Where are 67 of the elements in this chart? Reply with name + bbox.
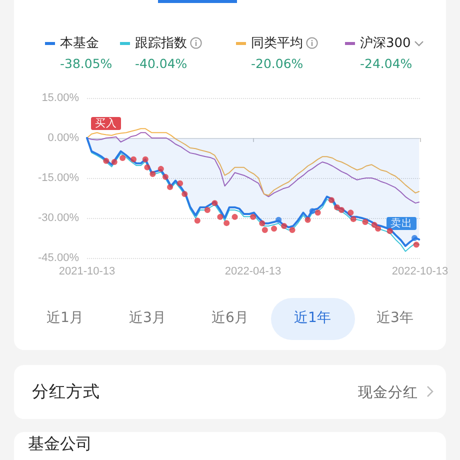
point bbox=[413, 242, 420, 248]
point bbox=[111, 159, 118, 165]
y-tick-label: -45.00% bbox=[38, 252, 80, 264]
annotation: 买入 bbox=[95, 116, 117, 130]
legend-label: 同类平均 bbox=[251, 36, 303, 51]
point bbox=[217, 214, 224, 220]
point bbox=[304, 216, 311, 223]
point bbox=[212, 200, 218, 206]
point bbox=[259, 220, 266, 226]
point bbox=[271, 226, 278, 232]
point bbox=[144, 164, 150, 170]
text: 基金公司 bbox=[28, 434, 92, 454]
text: -38.05% bbox=[60, 56, 112, 71]
point bbox=[120, 155, 126, 161]
point bbox=[314, 210, 321, 216]
point bbox=[338, 207, 345, 213]
point bbox=[281, 223, 288, 229]
point bbox=[412, 235, 418, 241]
point bbox=[142, 156, 148, 162]
y-tick-label: 15.00% bbox=[42, 92, 80, 104]
text: 近1月 bbox=[46, 309, 84, 327]
point bbox=[232, 214, 238, 220]
point bbox=[150, 171, 156, 177]
y-tick-label: -15.00% bbox=[38, 172, 80, 184]
y-tick-label: 0.00% bbox=[48, 132, 80, 144]
text: -20.06% bbox=[251, 56, 304, 71]
text: 近6月 bbox=[210, 309, 250, 327]
point bbox=[309, 208, 316, 214]
line-series bbox=[86, 128, 420, 196]
point bbox=[103, 158, 110, 164]
point bbox=[350, 216, 356, 222]
point bbox=[289, 227, 296, 233]
point bbox=[375, 226, 382, 232]
x-tick-label: 2021-10-13 bbox=[58, 266, 116, 278]
text: -24.04% bbox=[360, 56, 412, 71]
point bbox=[371, 222, 378, 228]
point bbox=[262, 227, 268, 233]
point bbox=[162, 174, 168, 180]
y-tick-label: -30.00% bbox=[38, 212, 80, 224]
point bbox=[250, 214, 256, 220]
point bbox=[158, 166, 164, 172]
x-tick-label: 2022-04-13 bbox=[224, 266, 282, 278]
point bbox=[362, 219, 368, 225]
point bbox=[328, 197, 335, 204]
point bbox=[204, 207, 210, 213]
text: 近3年 bbox=[376, 309, 414, 327]
text: 现金分红 bbox=[358, 384, 418, 402]
point bbox=[182, 191, 188, 197]
point bbox=[276, 216, 282, 223]
text: 近3月 bbox=[128, 309, 167, 327]
point bbox=[194, 218, 200, 224]
x-tick-label: 2022-10-13 bbox=[392, 266, 448, 278]
point bbox=[130, 156, 137, 162]
annotation: 卖出 bbox=[390, 216, 413, 230]
text: 近1年 bbox=[293, 309, 332, 327]
line-series bbox=[86, 132, 420, 204]
point bbox=[177, 180, 184, 186]
point bbox=[224, 220, 230, 226]
legend-label: 跟踪指数 bbox=[135, 36, 187, 51]
point bbox=[386, 228, 393, 234]
point bbox=[334, 204, 340, 210]
point bbox=[348, 210, 354, 216]
point bbox=[167, 184, 174, 190]
text: 分红方式 bbox=[32, 381, 100, 403]
legend-label: 本基金 bbox=[60, 36, 99, 51]
legend-label: 沪深300 bbox=[360, 35, 411, 51]
text: -40.04% bbox=[135, 56, 188, 71]
